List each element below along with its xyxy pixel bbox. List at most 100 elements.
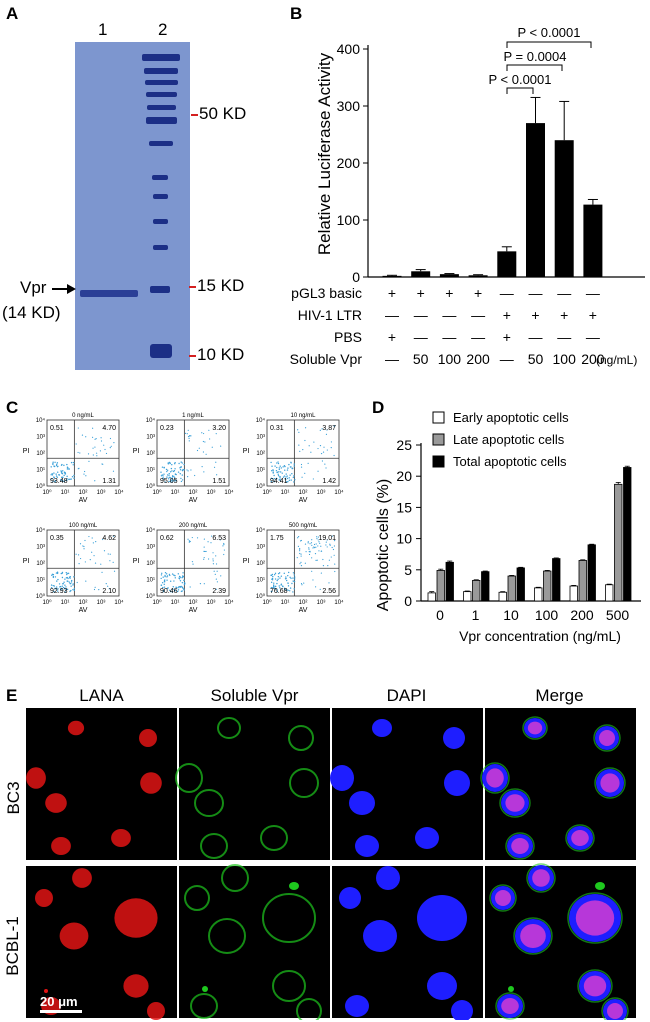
pvalue-1: P < 0.0001 bbox=[517, 25, 580, 40]
flow-q-lr: 1.31 bbox=[102, 478, 116, 485]
panel-e-letter: E bbox=[6, 686, 18, 705]
flow-plot-title: 100 ng/mL bbox=[69, 523, 98, 529]
vpr-size-label: (14 KD) bbox=[2, 303, 61, 322]
flow-q-ur: 6.53 bbox=[212, 535, 226, 542]
chart-d-bar bbox=[498, 591, 507, 602]
micro-panel-dapi bbox=[332, 866, 483, 1020]
table-row-label: Soluble Vpr bbox=[289, 351, 362, 367]
micro-panel-merge bbox=[485, 863, 636, 1020]
p-value-brackets bbox=[506, 41, 592, 94]
vpr-band-label: Vpr bbox=[20, 278, 47, 297]
flow-xtick: 10³ bbox=[97, 490, 106, 496]
flow-xtick: 10¹ bbox=[281, 490, 290, 496]
table-cell: + bbox=[474, 285, 483, 301]
chart-d-bar bbox=[481, 571, 490, 602]
flow-yaxis-label: PI bbox=[243, 448, 250, 455]
flow-yaxis-label: PI bbox=[23, 448, 30, 455]
flow-q-ll: 92.93 bbox=[50, 588, 68, 595]
flow-ytick: 10⁰ bbox=[256, 483, 266, 490]
lane-1-label: 1 bbox=[98, 20, 108, 39]
chart-b-ytick-label: 400 bbox=[337, 41, 361, 57]
flow-xtick: 10² bbox=[79, 490, 88, 496]
flow-plot-title: 500 ng/mL bbox=[289, 523, 318, 529]
table-row-label: pGL3 basic bbox=[291, 285, 362, 301]
panel-a-letter: A bbox=[6, 4, 19, 23]
flow-xaxis-label: AV bbox=[189, 497, 198, 504]
flow-xtick: 10² bbox=[189, 490, 198, 496]
chart-d-ylabel: Apoptotic cells (%) bbox=[375, 479, 392, 612]
flow-plot-frame bbox=[266, 529, 340, 597]
chart-d-ytick-label: 5 bbox=[404, 562, 412, 578]
flow-q-ul: 0.51 bbox=[50, 425, 64, 432]
flow-ytick: 10¹ bbox=[146, 468, 155, 474]
micro-panel-vpr bbox=[175, 708, 330, 860]
flow-xtick: 10⁰ bbox=[42, 599, 52, 606]
gel-bands bbox=[80, 54, 180, 358]
row-label-bcbl1: BCBL-1 bbox=[3, 916, 22, 976]
flow-q-ur: 19.01 bbox=[318, 535, 336, 542]
col-label-dapi: DAPI bbox=[386, 686, 427, 705]
table-cell: — bbox=[471, 329, 486, 345]
flow-xtick: 10⁰ bbox=[42, 489, 52, 496]
flow-ytick: 10⁰ bbox=[256, 593, 266, 600]
flow-xaxis-label: AV bbox=[79, 497, 88, 504]
chart-b-ytick-label: 300 bbox=[337, 98, 361, 114]
chart-d-bar bbox=[569, 585, 578, 602]
flow-ytick: 10² bbox=[146, 561, 155, 567]
flow-q-lr: 1.51 bbox=[212, 478, 226, 485]
flow-ytick: 10⁰ bbox=[146, 593, 156, 600]
flow-xtick: 10² bbox=[299, 490, 308, 496]
chart-d-ytick-label: 25 bbox=[396, 437, 412, 453]
legend-swatch-early bbox=[432, 411, 445, 424]
marker-50-label: 50 KD bbox=[199, 104, 247, 123]
flow-xtick: 10⁴ bbox=[114, 489, 124, 496]
flow-yaxis-label: PI bbox=[23, 558, 30, 565]
flow-ytick: 10³ bbox=[256, 545, 265, 551]
table-cell: — bbox=[442, 329, 457, 345]
pvalue-3: P < 0.0001 bbox=[488, 72, 551, 87]
flow-ytick: 10⁴ bbox=[256, 527, 266, 534]
flow-ytick: 10⁴ bbox=[36, 417, 46, 424]
table-cell: + bbox=[416, 285, 425, 301]
flow-plot-frame bbox=[266, 419, 340, 487]
flow-ytick: 10² bbox=[256, 451, 265, 457]
chart-d-bar bbox=[578, 560, 587, 602]
flow-ytick: 10⁰ bbox=[36, 593, 46, 600]
flow-ytick: 10⁴ bbox=[36, 527, 46, 534]
flow-xtick: 10⁰ bbox=[262, 599, 272, 606]
table-cell: + bbox=[588, 307, 597, 323]
flow-xtick: 10⁴ bbox=[334, 489, 344, 496]
flow-q-lr: 2.56 bbox=[322, 588, 336, 595]
flow-ytick: 10² bbox=[146, 451, 155, 457]
marker-10-label: 10 KD bbox=[197, 345, 245, 364]
flow-ytick: 10⁰ bbox=[36, 483, 46, 490]
pvalue-2: P = 0.0004 bbox=[503, 49, 566, 64]
flow-plot-title: 0 ng/mL bbox=[72, 413, 94, 419]
chart-b-bar bbox=[382, 275, 402, 277]
apoptosis-chart: Apoptotic cells (%) 0 5 10 15 20 25 0 1 10 100 20… bbox=[375, 410, 641, 644]
flow-ytick: 10² bbox=[256, 561, 265, 567]
chart-d-bar bbox=[587, 544, 596, 602]
flow-xtick: 10¹ bbox=[171, 600, 180, 606]
flow-xtick: 10⁴ bbox=[224, 489, 234, 496]
table-cell: — bbox=[557, 329, 572, 345]
table-cell: — bbox=[585, 285, 600, 301]
chart-b-bar bbox=[526, 123, 545, 277]
flow-xtick: 10³ bbox=[207, 490, 216, 496]
flow-ytick: 10⁴ bbox=[146, 417, 156, 424]
flow-ytick: 10¹ bbox=[256, 468, 265, 474]
flow-plot-title: 1 ng/mL bbox=[182, 413, 204, 419]
legend-total: Total apoptotic cells bbox=[453, 454, 567, 469]
panel-d-letter: D bbox=[372, 398, 385, 417]
chart-d-bar bbox=[543, 570, 552, 602]
chart-d-ytick-label: 20 bbox=[396, 468, 412, 484]
flow-q-lr: 1.42 bbox=[322, 478, 336, 485]
chart-d-xtick-label: 10 bbox=[503, 607, 519, 623]
chart-b-bar bbox=[497, 251, 517, 277]
chart-d-bar bbox=[623, 467, 632, 602]
flow-q-ul: 0.62 bbox=[160, 535, 174, 542]
table-cell: + bbox=[387, 329, 397, 345]
flow-ytick: 10¹ bbox=[36, 578, 45, 584]
